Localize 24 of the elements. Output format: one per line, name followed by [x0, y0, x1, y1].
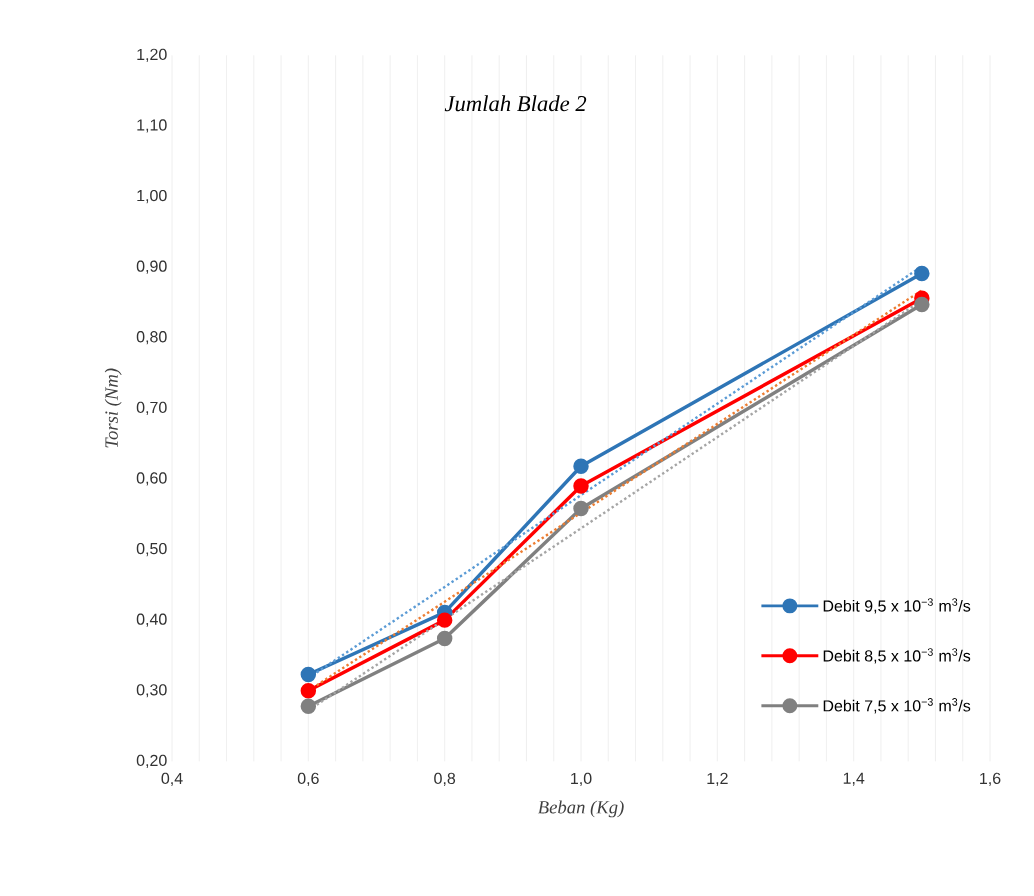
x-tick-label: 0,6: [297, 772, 319, 786]
y-tick-label: 0,80: [136, 331, 167, 345]
y-tick-label: 1,20: [137, 48, 167, 62]
y-tick-label: 0,40: [136, 613, 167, 627]
x-tick-label: 1,4: [843, 772, 865, 786]
x-tick-label: 0,4: [161, 772, 183, 786]
y-axis-title: Torsi (Nm): [104, 368, 122, 448]
y-tick-label: 0,20: [136, 754, 167, 768]
y-tick-label: 0,50: [136, 542, 167, 557]
x-tick-label: 1,0: [571, 772, 592, 786]
y-tick-label: 0,70: [136, 401, 167, 415]
y-tick-label: 1,10: [137, 119, 167, 133]
legend-label: Debit 8,5 x 10$^{−3}$ m$^{3}$/s: [823, 648, 971, 664]
y-tick-label: 0,30: [136, 684, 167, 698]
x-axis-title: Beban (Kg): [537, 800, 624, 818]
text: Jumlah Blade 2: [444, 95, 587, 112]
x-tick-label: 1,2: [707, 772, 728, 786]
legend-label: Debit 7,5 x 10$^{−3}$ m$^{3}$/s: [823, 698, 971, 714]
legend-label: Debit 9,5 x 10$^{−3}$ m$^{3}$/s: [823, 598, 971, 614]
x-tick-label: 1,6: [980, 772, 1001, 786]
y-tick-label: 0,90: [136, 260, 167, 274]
y-tick-label: 1,00: [137, 189, 167, 204]
y-tick-label: 0,60: [136, 472, 167, 486]
x-tick-label: 0,8: [434, 772, 456, 786]
